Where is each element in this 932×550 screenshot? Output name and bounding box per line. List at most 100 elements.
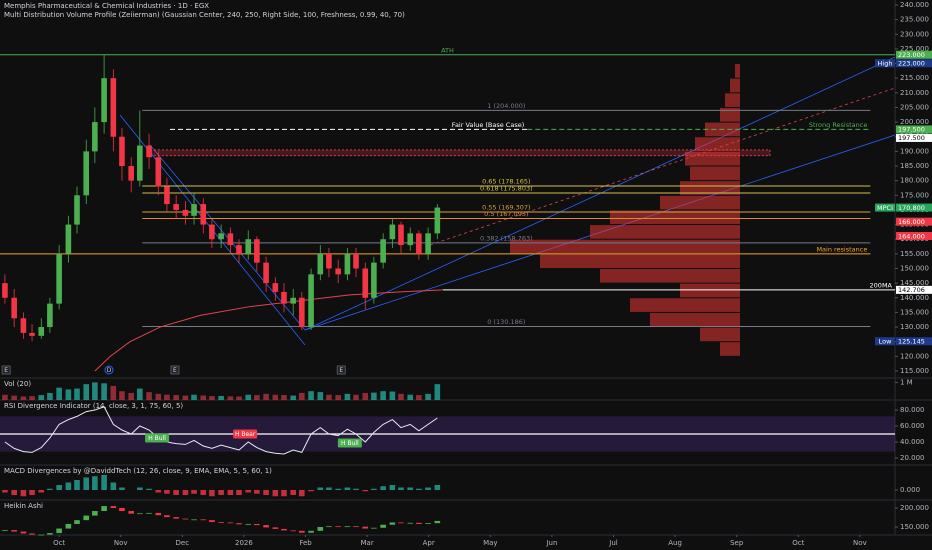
candle-body xyxy=(425,233,431,254)
level-label: 200MA xyxy=(870,281,893,289)
volume-profile-bar xyxy=(735,64,740,78)
level-label: 0.5 (167.093) xyxy=(484,210,528,218)
pane-title: MACD Divergences by @DaviddTech (12, 26,… xyxy=(4,467,272,475)
candle-body xyxy=(398,224,404,246)
ha-candle xyxy=(407,522,414,524)
bar xyxy=(38,490,45,493)
bar xyxy=(416,488,422,490)
ha-candle xyxy=(326,526,332,528)
ha-candle xyxy=(182,518,189,520)
ha-candle xyxy=(254,523,260,526)
bar xyxy=(281,490,287,497)
event-marker xyxy=(170,365,180,375)
price-label-box xyxy=(896,203,932,212)
event-label: D xyxy=(107,367,112,374)
candle-body xyxy=(11,297,17,319)
supply-zone xyxy=(149,149,771,157)
volume-profile-bar xyxy=(730,78,740,93)
x-tick-label: Nov xyxy=(853,539,867,547)
ha-candle xyxy=(299,530,305,533)
volume-profile-bar xyxy=(720,107,740,122)
candle-body xyxy=(245,239,252,254)
bar xyxy=(389,391,396,400)
candle-body xyxy=(290,297,297,304)
volume-profile-bar xyxy=(695,137,740,151)
y-tick-label: 80.000 xyxy=(900,406,925,414)
bar xyxy=(119,391,125,400)
bar xyxy=(281,395,287,400)
candle-body xyxy=(92,122,98,152)
bar xyxy=(425,393,431,400)
ha-candle xyxy=(101,506,107,512)
bar xyxy=(218,490,224,495)
price-label-box xyxy=(896,59,932,68)
bar xyxy=(299,392,305,400)
y-tick-label: 200.000 xyxy=(900,118,929,126)
ha-candle xyxy=(209,520,215,523)
price-label: 197.500 xyxy=(898,134,925,142)
bar xyxy=(254,490,260,494)
ha-candle xyxy=(218,522,224,523)
candle-body xyxy=(218,233,224,240)
x-tick-label: Jul xyxy=(608,539,618,547)
ha-candle xyxy=(335,526,341,528)
pane-title: Heikin Ashi xyxy=(4,502,43,510)
bar xyxy=(173,395,179,400)
candle-body xyxy=(191,204,197,216)
price-label: 223.000 xyxy=(898,51,925,59)
volume-profile-bar xyxy=(700,327,740,342)
y-tick-label: 225.000 xyxy=(900,45,929,53)
candle-body xyxy=(20,318,27,333)
y-tick-label: 150.000 xyxy=(900,523,929,531)
ha-candle xyxy=(227,522,234,524)
ha-candle xyxy=(353,526,359,528)
price-label: 170.800 xyxy=(898,204,925,212)
ha-candle xyxy=(38,534,45,536)
ha-candle xyxy=(47,533,53,535)
divergence-tag xyxy=(145,433,170,443)
level-label: 0.618 (175.803) xyxy=(480,184,533,192)
price-label-box xyxy=(896,217,932,226)
bar xyxy=(425,487,431,490)
level-label: ATH xyxy=(441,46,454,54)
bar xyxy=(299,490,305,497)
price-label-box xyxy=(896,337,932,346)
bar xyxy=(137,487,143,490)
ha-candle xyxy=(65,523,72,529)
bar xyxy=(353,394,359,400)
price-label: 197.500 xyxy=(898,126,925,134)
candle-body xyxy=(110,78,117,137)
ha-candle xyxy=(398,522,404,524)
level-label: Strong Resistance xyxy=(809,121,868,129)
bar xyxy=(38,395,45,400)
candle-body xyxy=(326,253,332,269)
y-tick-label: 135.000 xyxy=(900,308,929,316)
ha-candle xyxy=(29,533,35,535)
candle-body xyxy=(299,297,305,328)
ha-candle xyxy=(2,530,8,531)
volume-profile-bar xyxy=(650,312,740,327)
divergence-label: H Bear xyxy=(235,431,256,438)
bar xyxy=(317,392,324,400)
x-tick-label: Oct xyxy=(792,539,804,547)
y-tick-label: 1 M xyxy=(900,378,913,386)
divergence-label: H Bull xyxy=(341,440,359,447)
ha-candle xyxy=(200,519,207,521)
ha-candle xyxy=(92,511,98,516)
bar xyxy=(155,490,162,493)
bar xyxy=(101,383,107,400)
bar xyxy=(371,488,377,490)
bar xyxy=(263,393,269,400)
ha-candle xyxy=(245,523,252,525)
bar xyxy=(182,395,189,400)
candle-body xyxy=(128,166,135,181)
y-tick-label: 175.000 xyxy=(900,191,929,199)
ha-candle xyxy=(146,512,152,514)
y-tick-label: 140.000 xyxy=(900,294,929,302)
bar xyxy=(83,384,90,400)
level-label: 0.65 (178.165) xyxy=(482,178,531,186)
bar xyxy=(290,490,297,495)
candle-body xyxy=(29,332,35,336)
